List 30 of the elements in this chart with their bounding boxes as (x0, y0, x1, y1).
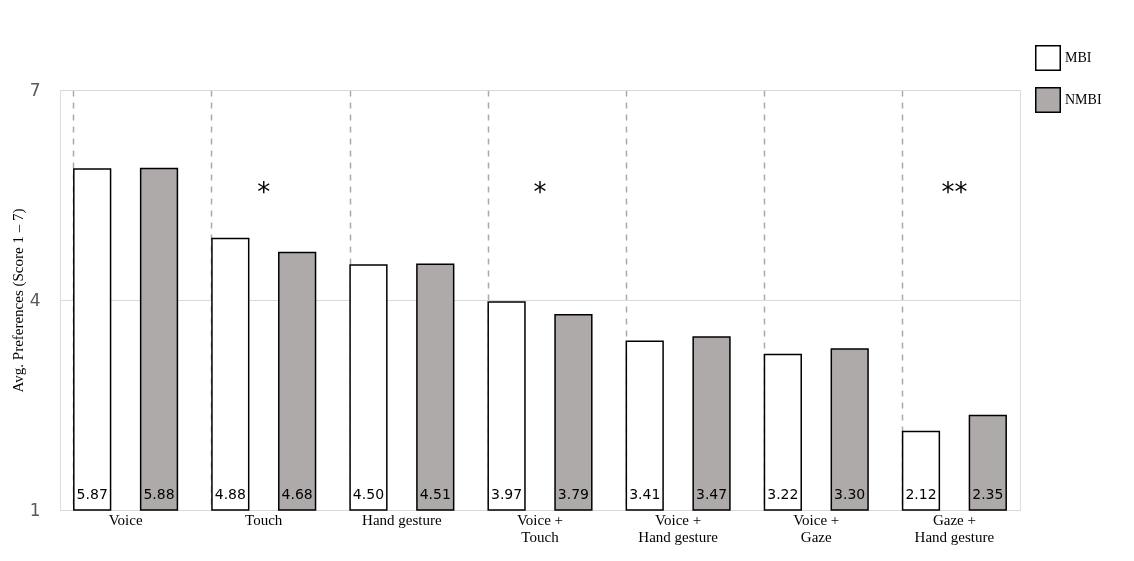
annotation: * (257, 177, 271, 207)
data-label: 5.88 (143, 486, 175, 502)
data-label: 5.87 (76, 486, 108, 502)
data-label: 2.12 (905, 486, 937, 502)
annotation: * (533, 177, 547, 207)
data-label: 3.30 (834, 486, 866, 502)
data-label: 4.51 (419, 486, 451, 502)
data-label: 4.88 (214, 486, 246, 502)
y-tick-label: 1 (29, 499, 41, 520)
data-label: 3.79 (557, 486, 589, 502)
x-tick-label: Hand gesture (362, 511, 442, 528)
data-label: 4.50 (352, 486, 385, 502)
data-label: 2.35 (972, 486, 1004, 502)
y-tick-label: 4 (29, 289, 41, 310)
annotation: ** (941, 177, 968, 207)
x-tick-label: Gaze + Hand gesture (914, 511, 995, 545)
x-tick-label: Touch (245, 511, 283, 528)
data-label: 4.68 (281, 486, 313, 502)
data-label: 3.41 (629, 486, 661, 502)
x-tick-label: Voice + Gaze (793, 511, 840, 545)
x-tick-label: Voice + Touch (516, 511, 564, 545)
data-label: 3.22 (767, 486, 799, 502)
data-label: 3.97 (491, 486, 523, 502)
x-tick-label: Voice (108, 511, 143, 528)
x-tick-label: Voice + Hand gesture (638, 511, 719, 545)
y-axis-title: Avg. Preferences (Score 1 – 7) (9, 208, 27, 393)
legend-label: NMBI (1065, 92, 1102, 107)
y-tick-label: 7 (29, 79, 41, 100)
legend-label: MBI (1065, 50, 1092, 65)
data-label: 3.47 (695, 486, 728, 502)
